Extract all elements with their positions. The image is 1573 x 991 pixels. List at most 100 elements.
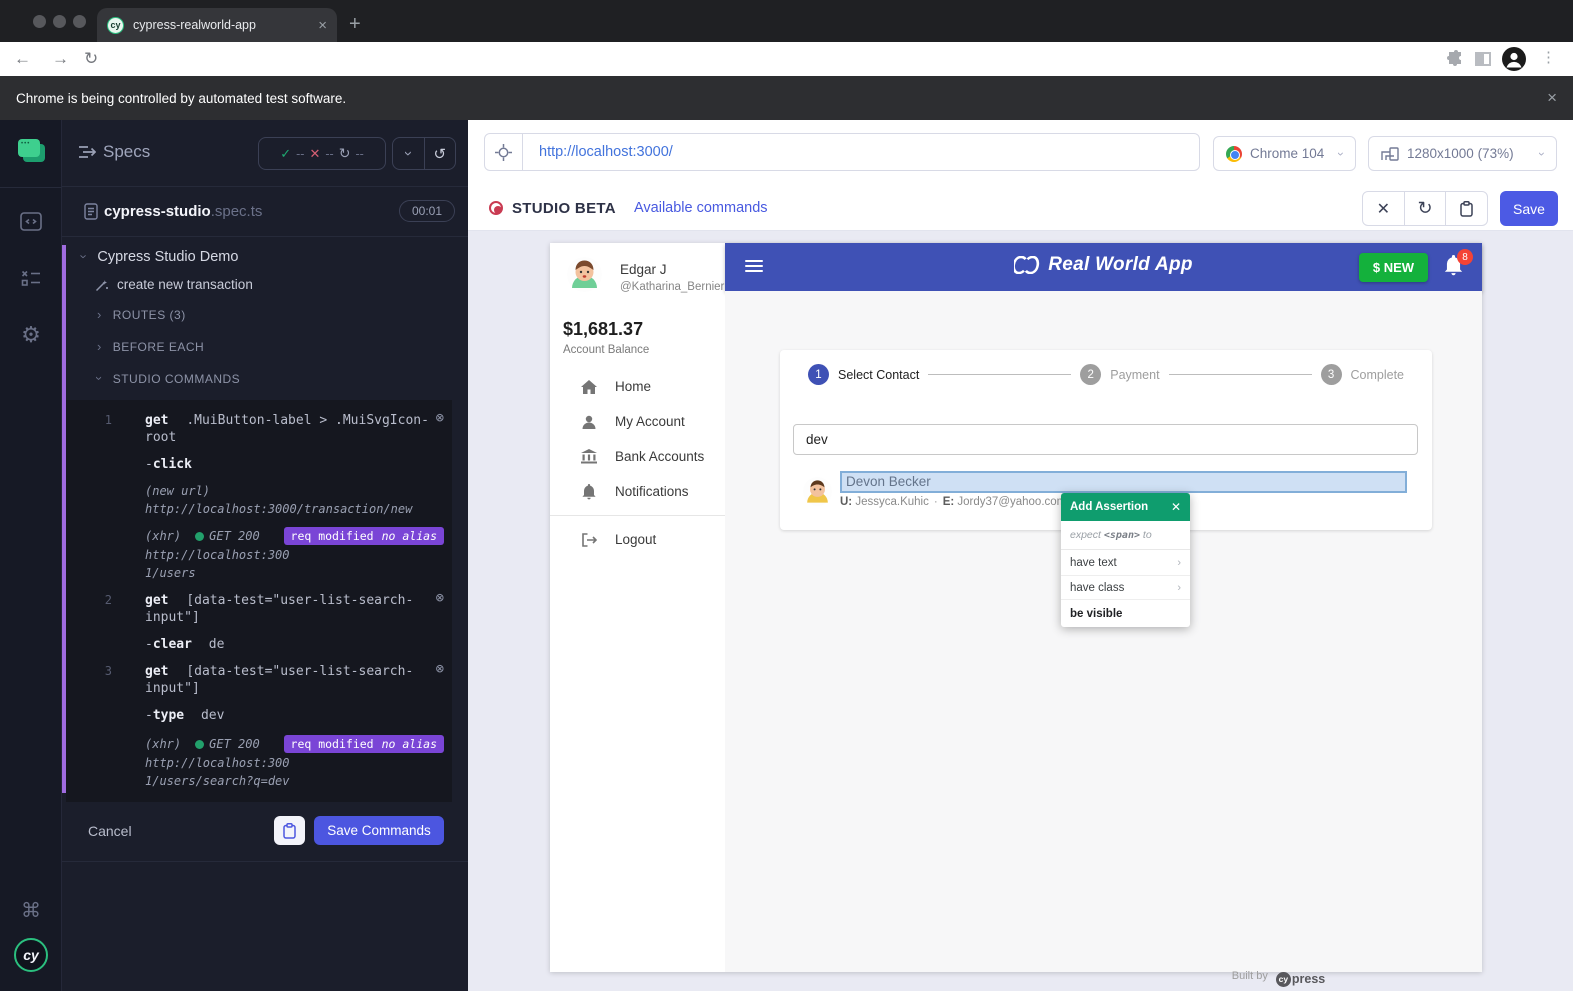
notifications-bell-button[interactable]: 8 bbox=[1444, 249, 1473, 279]
app-under-test: Edgar J @Katharina_Bernier $1,681.37 Acc… bbox=[550, 243, 1482, 987]
window-close-button[interactable] bbox=[33, 15, 46, 28]
chevron-right-icon: › bbox=[1177, 581, 1181, 594]
notification-count-badge: 8 bbox=[1457, 249, 1473, 265]
suite-cypress-studio-demo[interactable]: › Cypress Studio Demo bbox=[76, 249, 239, 265]
nav-item-my-account[interactable]: My Account bbox=[550, 404, 725, 439]
side-panel-icon[interactable] bbox=[1474, 50, 1492, 68]
selector-playground-button[interactable] bbox=[485, 134, 523, 170]
xhr-success-dot bbox=[195, 531, 205, 541]
step-circle-2: 2 bbox=[1080, 364, 1102, 385]
automation-infobar-text: Chrome is being controlled by automated … bbox=[16, 90, 347, 106]
bell-icon bbox=[577, 483, 601, 500]
tab-close-icon[interactable]: × bbox=[318, 16, 327, 34]
crosshair-icon bbox=[495, 143, 512, 161]
back-icon[interactable]: ← bbox=[14, 49, 31, 68]
logout-icon bbox=[577, 532, 601, 547]
section-studio-commands[interactable]: › STUDIO COMMANDS bbox=[91, 372, 241, 386]
new-url-event: (new url) http://localhost:3000/transact… bbox=[145, 484, 413, 516]
available-commands-link[interactable]: Available commands bbox=[634, 200, 768, 216]
command-row[interactable]: 3 get [data-test="user-list-search-input… bbox=[104, 661, 444, 696]
contact-list-item[interactable]: Devon Becker U: Jessyca.Kuhic · E: Jordy37… bbox=[780, 469, 1432, 517]
aut-url[interactable]: http://localhost:3000/ bbox=[539, 144, 673, 160]
cypress-reporter-panel: ••• ⚙ ⌘ cy Specs ✓ -- ✕ bbox=[0, 120, 468, 991]
assertion-be-visible[interactable]: be visible bbox=[1070, 607, 1123, 620]
window-zoom-button[interactable] bbox=[73, 15, 86, 28]
command-row[interactable]: 1 get .MuiButton-label > .MuiSvgIcon-roo… bbox=[104, 410, 444, 445]
studio-save-button[interactable]: Save bbox=[1500, 191, 1558, 226]
new-transaction-button[interactable]: $ NEW bbox=[1359, 253, 1428, 282]
studio-footer: Cancel Save Commands bbox=[62, 802, 468, 862]
contact-details: U: Jessyca.Kuhic·E: Jordy37@yahoo.com· bbox=[840, 496, 1075, 508]
keyboard-shortcuts-icon[interactable]: ⌘ bbox=[21, 900, 41, 922]
cypress-logo[interactable]: cy bbox=[14, 938, 48, 972]
infobar-close-icon[interactable]: × bbox=[1547, 88, 1557, 107]
spec-file-name: cypress-studio.spec.ts bbox=[104, 203, 263, 220]
command-row[interactable]: -click bbox=[145, 457, 192, 472]
save-commands-button[interactable]: Save Commands bbox=[314, 816, 444, 845]
browser-menu-icon[interactable]: ⋮ bbox=[1541, 49, 1556, 66]
hamburger-menu-icon[interactable] bbox=[745, 260, 763, 275]
delete-command-icon[interactable]: ⊗ bbox=[435, 590, 444, 606]
spec-file-row[interactable]: cypress-studio.spec.ts 00:01 bbox=[62, 187, 468, 237]
contact-name-highlighted[interactable]: Devon Becker bbox=[840, 471, 1407, 493]
browser-tab[interactable]: cy cypress-realworld-app × bbox=[97, 8, 337, 42]
xhr-event[interactable]: (xhr) GET 200 req modified no alias bbox=[66, 726, 452, 753]
user-name: Edgar J bbox=[620, 262, 667, 277]
user-list-search-input[interactable] bbox=[793, 424, 1418, 455]
settings-gear-icon[interactable]: ⚙ bbox=[21, 322, 41, 347]
specs-panel-icon[interactable] bbox=[0, 212, 62, 231]
window-minimize-button[interactable] bbox=[53, 15, 66, 28]
reload-icon[interactable]: ↻ bbox=[84, 49, 99, 68]
nav-item-home[interactable]: Home bbox=[550, 369, 725, 404]
extensions-puzzle-icon[interactable] bbox=[1447, 50, 1465, 68]
runs-debug-icon[interactable] bbox=[0, 268, 62, 288]
cypress-wordmark[interactable]: cy press bbox=[1275, 971, 1325, 987]
runnable-accent-bar bbox=[62, 245, 66, 793]
built-by-footer: Built by cy press bbox=[1231, 970, 1326, 987]
assertion-close-icon[interactable]: ✕ bbox=[1170, 500, 1181, 514]
specs-title: Specs bbox=[103, 142, 151, 161]
assertion-have-text[interactable]: have text › bbox=[1070, 556, 1181, 569]
nav-item-bank-accounts[interactable]: Bank Accounts bbox=[550, 439, 725, 474]
forward-icon[interactable]: → bbox=[52, 49, 69, 68]
new-tab-button[interactable]: + bbox=[349, 13, 361, 35]
command-row[interactable]: -type dev bbox=[145, 708, 225, 723]
spec-file-icon bbox=[84, 203, 98, 220]
chevron-down-icon: › bbox=[76, 254, 92, 259]
account-balance: $1,681.37 bbox=[563, 319, 644, 339]
viewport-select[interactable]: 1280x1000 (73%) › bbox=[1368, 136, 1557, 171]
nav-item-notifications[interactable]: Notifications bbox=[550, 474, 725, 509]
restart-tests-button[interactable]: ↺ bbox=[433, 145, 447, 163]
cypress-app-icon[interactable]: ••• bbox=[18, 139, 45, 162]
assertion-have-class[interactable]: have class › bbox=[1061, 575, 1190, 600]
nav-item-logout[interactable]: Logout bbox=[550, 522, 725, 557]
delete-command-icon[interactable]: ⊗ bbox=[435, 661, 444, 677]
studio-restart-button[interactable]: ↻ bbox=[1403, 192, 1446, 225]
specs-collapse-icon[interactable] bbox=[78, 144, 96, 160]
studio-copy-button[interactable] bbox=[1445, 192, 1487, 225]
browser-tab-strip: cy cypress-realworld-app × + bbox=[0, 0, 1573, 42]
delete-command-icon[interactable]: ⊗ bbox=[435, 410, 444, 426]
chevron-right-icon: › bbox=[97, 307, 102, 322]
test-create-new-transaction[interactable]: create new transaction bbox=[62, 269, 468, 298]
profile-avatar[interactable] bbox=[1502, 47, 1526, 71]
xhr-event[interactable]: (xhr) GET 200 req modified no alias bbox=[66, 518, 452, 545]
ruler-icon bbox=[1381, 146, 1399, 161]
section-before-each[interactable]: › BEFORE EACH bbox=[97, 339, 205, 354]
command-row[interactable]: -clear de bbox=[145, 637, 225, 652]
user-avatar bbox=[567, 257, 602, 292]
passed-count: -- bbox=[296, 146, 305, 161]
collapse-tests-button[interactable]: › bbox=[393, 138, 425, 169]
stepper: 1 Select Contact 2 Payment 3 Complete bbox=[780, 364, 1432, 385]
cancel-button[interactable]: Cancel bbox=[88, 822, 132, 839]
copy-commands-button[interactable] bbox=[274, 816, 305, 845]
browser-select[interactable]: Chrome 104 › bbox=[1213, 136, 1356, 171]
studio-close-button[interactable]: ✕ bbox=[1376, 200, 1391, 218]
person-icon bbox=[577, 415, 601, 429]
nav-divider bbox=[550, 515, 725, 516]
specs-header: Specs ✓ -- ✕ -- ↻ -- › ↺ bbox=[62, 120, 468, 187]
magic-wand-icon bbox=[95, 279, 108, 291]
section-routes[interactable]: › ROUTES (3) bbox=[97, 307, 186, 322]
aut-url-bar[interactable]: http://localhost:3000/ bbox=[484, 133, 1200, 171]
command-row[interactable]: 2 get [data-test="user-list-search-input… bbox=[104, 590, 444, 625]
